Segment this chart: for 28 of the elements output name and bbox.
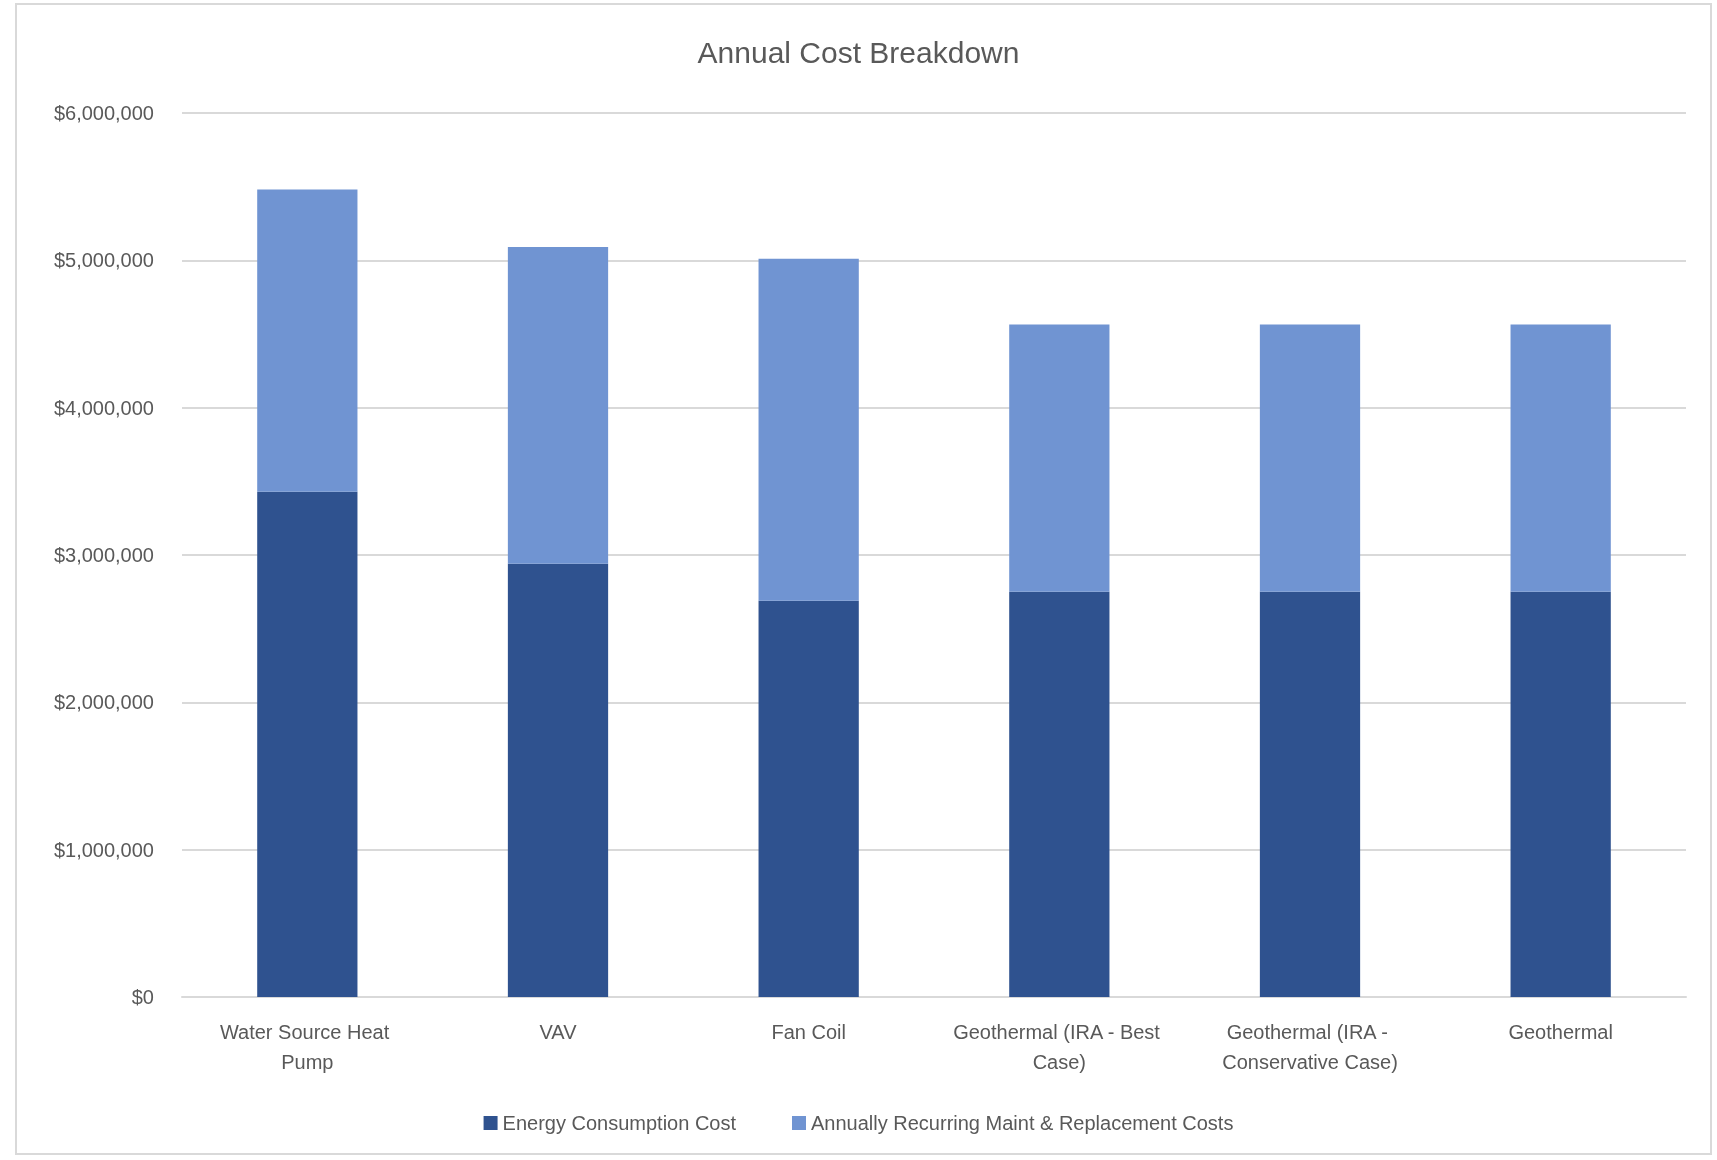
- bar: [257, 189, 358, 492]
- y-tick-label: $5,000,000: [53, 249, 154, 272]
- legend-label: Energy Consumption Cost: [502, 1112, 737, 1134]
- bar: [758, 258, 859, 601]
- bar: [507, 247, 609, 564]
- x-tick-label: VAV: [539, 1021, 578, 1043]
- y-tick-label: $4,000,000: [53, 396, 154, 419]
- bar: [1259, 591, 1361, 997]
- y-tick-label: $3,000,000: [53, 544, 154, 566]
- bar: [1009, 324, 1110, 592]
- y-tick-label: $2,000,000: [53, 691, 154, 714]
- legend-label: Annually Recurring Maint & Replacement Costs: [811, 1112, 1234, 1134]
- x-tick-label: Water Source Heat Pump: [219, 1021, 395, 1073]
- bar: [1009, 591, 1110, 997]
- y-tick-label: $1,000,000: [53, 838, 154, 861]
- bar: [1510, 324, 1611, 592]
- bar: [758, 600, 859, 997]
- bar: [257, 491, 358, 997]
- y-tick-label: $0: [131, 986, 154, 1008]
- x-tick-label: Geothermal (IRA - Best Case): [953, 1021, 1166, 1073]
- bar: [507, 563, 609, 997]
- x-tick-label: Geothermal: [1508, 1021, 1613, 1043]
- x-tick-label: Fan Coil: [771, 1021, 846, 1043]
- x-tick-label: Geothermal (IRA - Conservative Case): [1222, 1021, 1398, 1073]
- y-tick-label: $6,000,000: [53, 102, 154, 124]
- bar: [1259, 324, 1361, 592]
- chart-title: Annual Cost Breakdown: [697, 35, 1020, 69]
- bar: [1510, 591, 1611, 997]
